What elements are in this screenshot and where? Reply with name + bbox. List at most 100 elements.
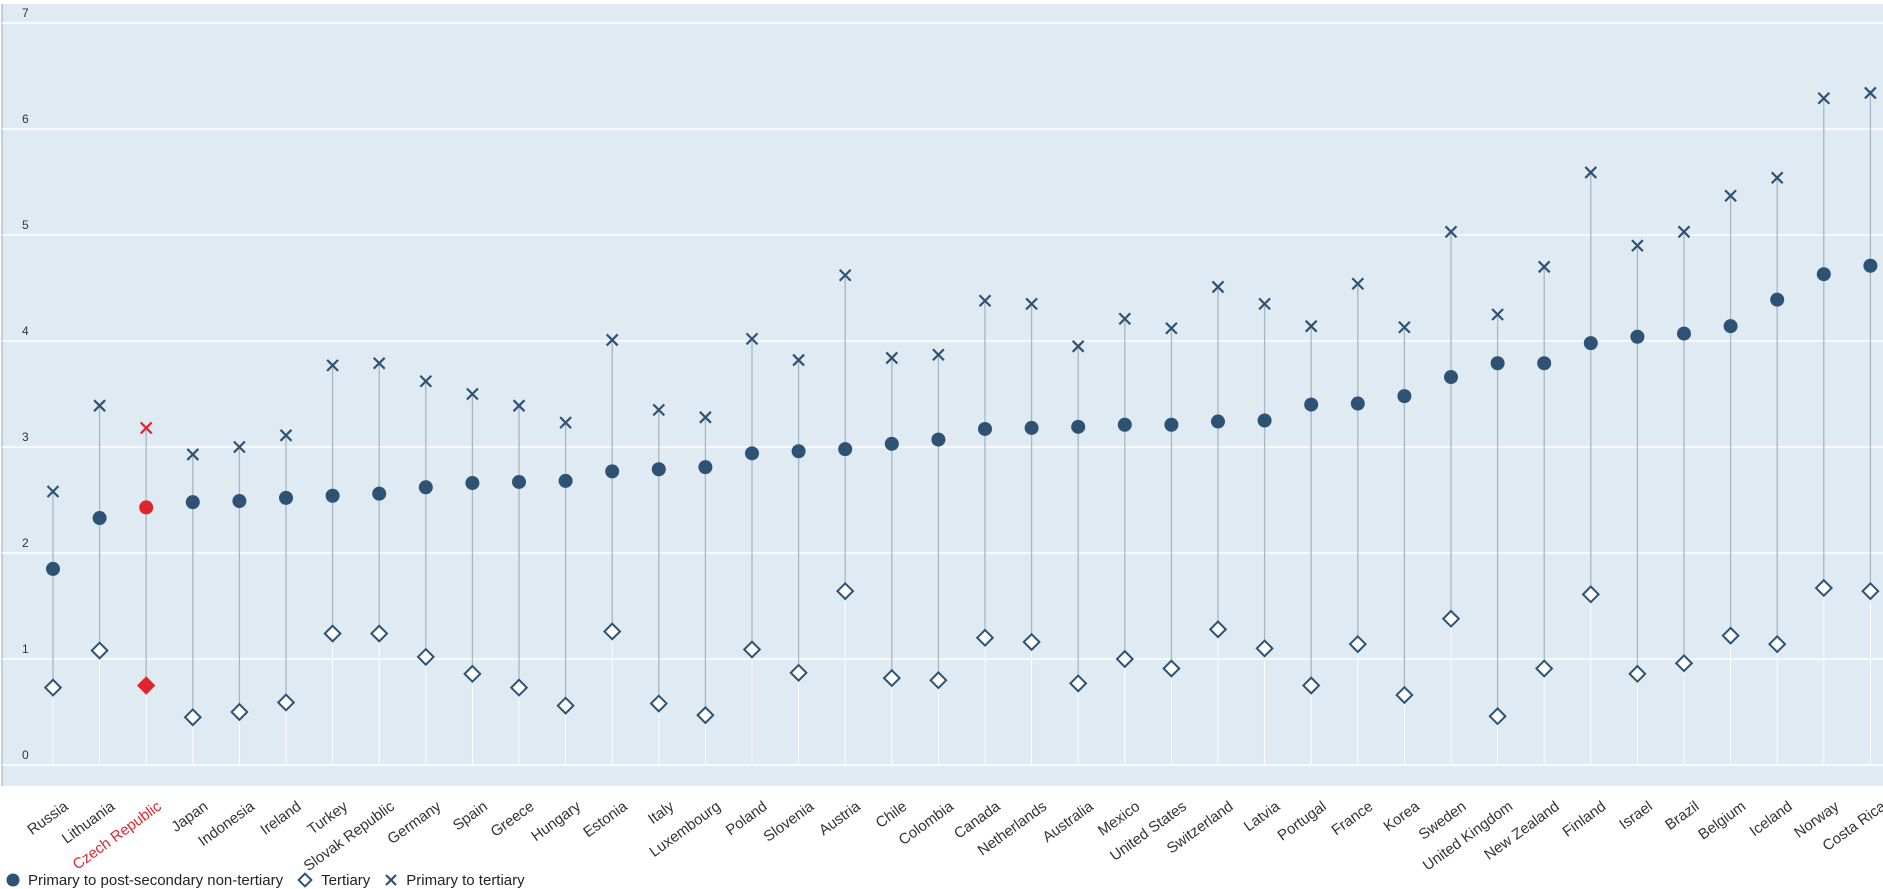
y-tick-label: 1	[22, 642, 29, 656]
tertiary-marker	[1581, 585, 1600, 604]
primary-to-tertiary-marker	[186, 448, 200, 461]
tertiary-marker	[370, 624, 389, 643]
primary-post-secondary-marker	[745, 446, 759, 461]
tertiary-marker	[1861, 581, 1880, 601]
primary-to-tertiary-marker	[1258, 297, 1271, 311]
circle-marker-icon	[6, 873, 20, 887]
tertiary-marker	[276, 693, 296, 712]
diamond-marker-icon	[297, 872, 313, 888]
legend-label: Primary to tertiary	[406, 871, 525, 889]
primary-to-tertiary-marker	[1351, 277, 1365, 291]
tertiary-marker	[603, 622, 622, 641]
tertiary-marker	[43, 678, 63, 697]
y-axis-ticks: 0 1 2 3 4 5 6 7	[22, 6, 29, 762]
tertiary-marker	[1302, 676, 1321, 695]
y-tick-label: 5	[22, 218, 29, 232]
tertiary-marker	[649, 694, 668, 713]
y-tick-label: 7	[22, 6, 29, 20]
primary-to-tertiary-marker	[745, 332, 759, 346]
tertiary-marker	[1255, 639, 1274, 658]
tertiary-marker	[1535, 659, 1554, 678]
primary-post-secondary-marker	[1677, 326, 1691, 341]
primary-post-secondary-marker	[232, 494, 247, 509]
primary-post-secondary-marker	[418, 480, 433, 495]
primary-post-secondary-marker	[1211, 414, 1225, 429]
tertiary-marker	[1069, 674, 1088, 693]
primary-to-tertiary-marker	[792, 353, 805, 367]
tertiary-marker	[90, 641, 109, 660]
primary-to-tertiary-marker	[1444, 225, 1458, 239]
tertiary-marker	[1674, 654, 1694, 673]
primary-to-tertiary-marker	[885, 351, 899, 365]
primary-post-secondary-marker	[1863, 258, 1878, 273]
y-tick-label: 6	[22, 112, 29, 126]
primary-to-tertiary-marker	[978, 294, 992, 307]
tertiary-marker	[1395, 685, 1414, 705]
x-tick-label: Germany	[384, 798, 444, 848]
primary-post-secondary-marker	[185, 495, 200, 510]
primary-post-secondary-marker	[1723, 319, 1738, 334]
tertiary-marker	[696, 705, 715, 725]
primary-post-secondary-marker	[372, 486, 387, 501]
tertiary-marker	[230, 702, 249, 722]
x-tick-label: Israel	[1616, 798, 1656, 833]
primary-to-tertiary-marker	[326, 359, 339, 372]
x-marker-icon	[385, 874, 398, 886]
primary-to-tertiary-marker	[652, 403, 666, 417]
primary-post-secondary-marker	[1117, 417, 1132, 432]
tertiary-marker	[556, 696, 575, 715]
primary-to-tertiary-marker	[1770, 171, 1784, 185]
primary-to-tertiary-marker	[1025, 297, 1038, 311]
tertiary-marker	[836, 581, 855, 601]
primary-to-tertiary-marker	[1211, 280, 1225, 294]
primary-to-tertiary-marker	[372, 356, 386, 370]
tertiary-marker	[1162, 659, 1181, 678]
primary-post-secondary-marker	[1770, 292, 1785, 307]
primary-to-tertiary-marker	[1864, 86, 1877, 100]
primary-to-tertiary-marker	[46, 485, 60, 498]
plot-area	[1, 4, 1883, 786]
y-tick-label: 0	[22, 748, 29, 762]
primary-post-secondary-marker	[1071, 419, 1086, 434]
tertiary-marker	[183, 708, 202, 727]
primary-to-tertiary-marker	[1537, 260, 1551, 274]
primary-to-tertiary-marker	[699, 411, 712, 424]
primary-post-secondary-marker	[465, 476, 480, 491]
tertiary-marker	[742, 640, 762, 659]
primary-post-secondary-marker	[512, 474, 526, 489]
primary-to-tertiary-marker	[1304, 319, 1318, 333]
primary-to-tertiary-marker	[93, 399, 106, 412]
primary-post-secondary-marker	[1164, 417, 1179, 432]
primary-post-secondary-marker	[1630, 329, 1645, 344]
primary-post-secondary-marker	[698, 460, 713, 475]
tertiary-marker	[882, 668, 901, 688]
legend-label: Primary to post-secondary non-tertiary	[28, 871, 284, 889]
plot-background	[2, 4, 1883, 786]
x-tick-label: Belgium	[1695, 798, 1749, 844]
y-tick-label: 4	[22, 324, 29, 338]
tertiary-marker	[1115, 649, 1134, 669]
primary-post-secondary-marker	[558, 473, 573, 488]
tertiary-marker	[463, 664, 482, 684]
primary-post-secondary-marker	[1583, 336, 1598, 351]
primary-post-secondary-marker	[651, 462, 666, 477]
primary-to-tertiary-marker	[1165, 322, 1178, 335]
x-tick-label: Hungary	[528, 798, 584, 845]
tertiary-marker	[1488, 707, 1507, 726]
primary-to-tertiary-marker	[932, 348, 945, 362]
primary-post-secondary-marker	[884, 436, 899, 451]
primary-post-secondary-marker	[1304, 397, 1319, 412]
y-tick-label: 2	[22, 536, 29, 550]
primary-post-secondary-marker	[978, 421, 992, 436]
primary-to-tertiary-marker	[559, 416, 572, 429]
primary-to-tertiary-marker	[1677, 225, 1691, 239]
tertiary-marker	[975, 628, 995, 647]
tertiary-marker	[929, 671, 948, 690]
y-tick-label: 3	[22, 430, 29, 444]
primary-post-secondary-marker	[1397, 389, 1412, 404]
primary-post-secondary-marker	[1350, 396, 1365, 411]
legend-item-primary-to-tertiary: Primary to tertiary	[384, 871, 525, 889]
tertiary-marker	[1721, 626, 1740, 645]
